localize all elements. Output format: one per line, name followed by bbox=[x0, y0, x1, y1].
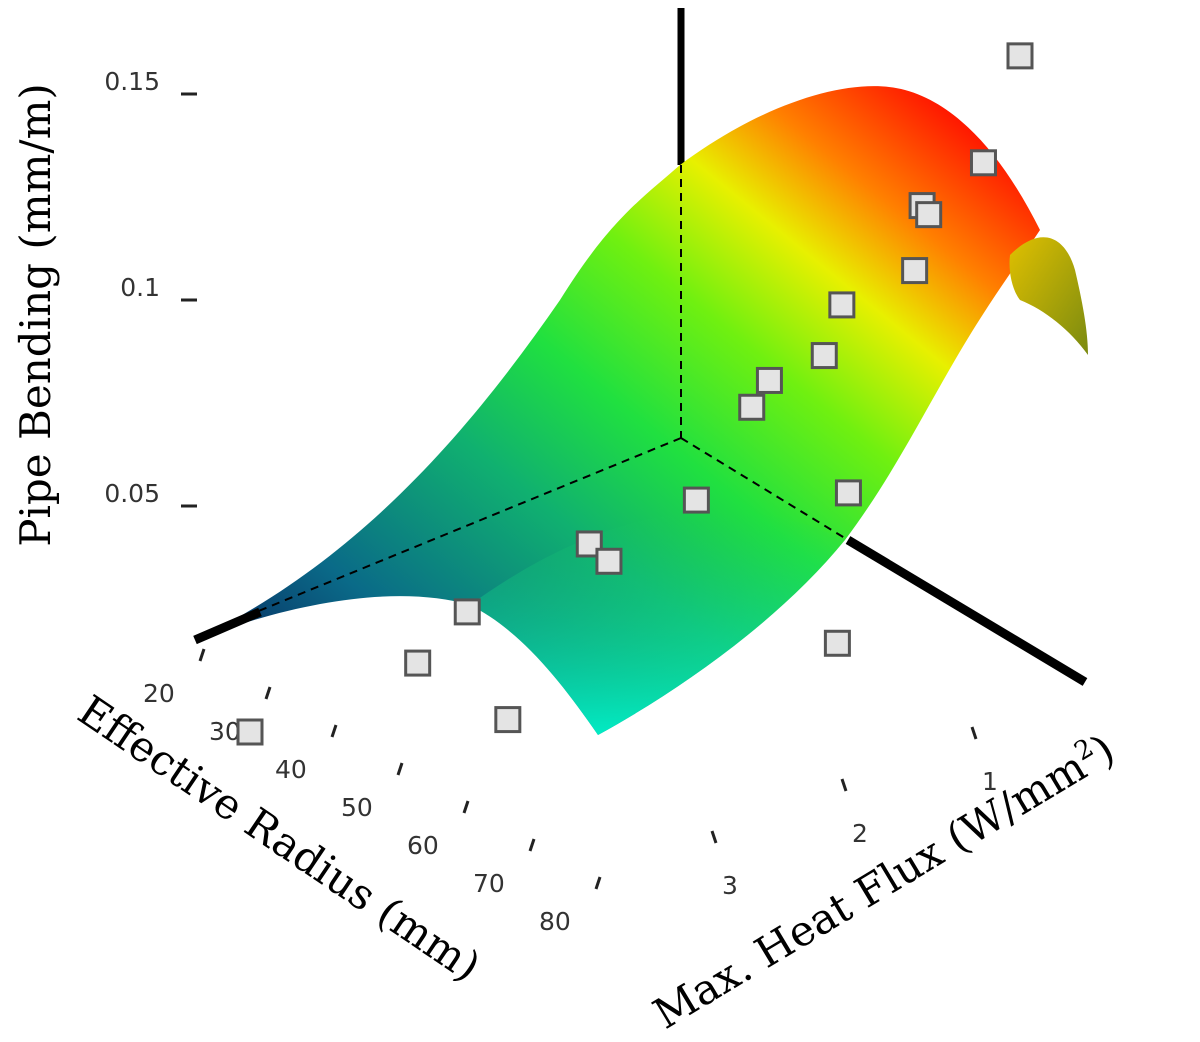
y-tick-label: 2 bbox=[852, 819, 868, 848]
z-axis-ticks: 0.05 0.1 0.15 bbox=[104, 67, 197, 508]
data-markers bbox=[236, 42, 1034, 746]
x-axis-line bbox=[193, 607, 262, 645]
y-axis-title: Max. Heat Flux (W/mm2) bbox=[645, 725, 1123, 1039]
hidden-y-axis bbox=[680, 437, 849, 541]
z-axis-title: Pipe Bending (mm/m) bbox=[11, 83, 60, 547]
y-tick-mark bbox=[840, 778, 848, 792]
hidden-x-axis bbox=[199, 437, 682, 636]
data-marker bbox=[823, 629, 851, 657]
y-axis-ticks: 1 2 3 bbox=[710, 726, 998, 900]
y-axis-line bbox=[845, 536, 1088, 686]
data-marker bbox=[915, 201, 943, 229]
x-tick-label: 80 bbox=[539, 907, 571, 936]
x-tick-mark bbox=[396, 762, 404, 776]
data-marker bbox=[834, 479, 862, 507]
z-tick-label: 0.1 bbox=[120, 273, 160, 302]
x-tick-label: 60 bbox=[407, 831, 439, 860]
x-axis-ticks: 20 30 40 50 60 70 80 bbox=[143, 648, 602, 936]
surface-main bbox=[195, 86, 1040, 735]
y-tick-mark bbox=[970, 726, 978, 740]
x-tick-label: 40 bbox=[275, 755, 307, 784]
data-marker bbox=[901, 257, 929, 285]
x-tick-mark bbox=[594, 876, 602, 890]
x-tick-label: 20 bbox=[143, 679, 175, 708]
y-tick-mark bbox=[710, 830, 718, 844]
y-tick-label: 1 bbox=[982, 767, 998, 796]
y-tick-label: 3 bbox=[722, 871, 738, 900]
x-tick-label: 50 bbox=[341, 793, 373, 822]
data-marker bbox=[404, 649, 432, 677]
data-marker bbox=[682, 486, 710, 514]
data-marker bbox=[236, 718, 264, 746]
data-marker bbox=[494, 706, 522, 734]
data-marker bbox=[738, 393, 766, 421]
x-tick-label: 70 bbox=[473, 869, 505, 898]
data-marker bbox=[969, 149, 997, 177]
data-marker bbox=[453, 598, 481, 626]
hidden-axes bbox=[199, 165, 849, 636]
surface-flap bbox=[1009, 237, 1088, 355]
data-marker bbox=[828, 291, 856, 319]
x-tick-mark bbox=[198, 648, 206, 662]
surface-front-shade bbox=[470, 510, 845, 735]
data-marker bbox=[755, 366, 783, 394]
data-marker bbox=[810, 342, 838, 370]
x-tick-mark bbox=[462, 800, 470, 814]
data-marker bbox=[1006, 42, 1034, 70]
x-tick-mark bbox=[264, 686, 272, 700]
x-tick-mark bbox=[330, 724, 338, 738]
x-tick-mark bbox=[528, 838, 536, 852]
z-tick-label: 0.15 bbox=[104, 67, 160, 96]
z-tick-label: 0.05 bbox=[104, 479, 160, 508]
x-tick-label: 30 bbox=[209, 717, 241, 746]
data-marker bbox=[595, 547, 623, 575]
y-axis-title-main: Max. Heat Flux (W/mm bbox=[645, 742, 1095, 1039]
